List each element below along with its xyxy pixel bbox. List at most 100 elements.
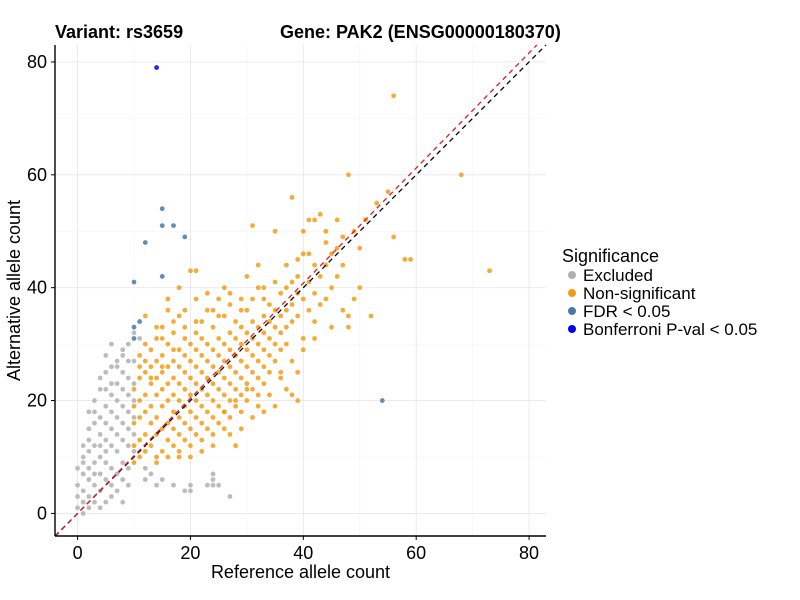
point-non-significant	[255, 403, 261, 409]
point-non-significant	[244, 273, 250, 279]
point-excluded	[92, 499, 97, 505]
point-non-significant	[176, 364, 182, 370]
point-non-significant	[131, 420, 137, 426]
point-non-significant	[278, 290, 284, 296]
point-non-significant	[346, 172, 351, 178]
point-excluded	[103, 386, 109, 392]
point-non-significant	[272, 228, 278, 234]
point-non-significant	[171, 409, 176, 415]
point-non-significant	[227, 415, 233, 420]
point-non-significant	[300, 251, 306, 257]
point-non-significant	[188, 426, 193, 432]
y-tick-label: 40	[27, 278, 47, 298]
point-non-significant	[159, 353, 165, 358]
point-non-significant	[261, 313, 267, 319]
point-non-significant	[351, 296, 357, 302]
point-non-significant	[193, 296, 199, 302]
point-non-significant	[267, 392, 272, 398]
x-tick-label: 80	[519, 543, 539, 563]
legend-title: Significance	[562, 246, 659, 266]
point-excluded	[188, 482, 193, 488]
point-excluded	[114, 488, 120, 494]
point-excluded	[75, 494, 80, 499]
point-excluded	[120, 403, 126, 409]
chart-title-gene: Gene: PAK2 (ENSG00000180370)	[280, 22, 561, 42]
point-non-significant	[216, 296, 222, 302]
point-non-significant	[199, 369, 205, 375]
point-non-significant	[283, 341, 289, 347]
point-excluded	[97, 415, 103, 420]
point-non-significant	[278, 330, 284, 336]
point-excluded	[97, 454, 103, 460]
point-non-significant	[238, 358, 244, 364]
point-non-significant	[255, 285, 261, 291]
point-non-significant	[374, 200, 380, 206]
point-non-significant	[154, 392, 159, 398]
point-excluded	[131, 448, 137, 454]
point-non-significant	[300, 347, 306, 353]
point-non-significant	[142, 432, 148, 437]
point-excluded	[125, 392, 131, 398]
point-non-significant	[148, 364, 154, 370]
point-non-significant	[267, 336, 272, 341]
point-non-significant	[278, 375, 284, 381]
point-excluded	[154, 482, 159, 488]
point-excluded	[103, 353, 109, 358]
point-non-significant	[216, 403, 222, 409]
point-excluded	[86, 437, 92, 443]
point-non-significant	[250, 223, 255, 228]
point-non-significant	[137, 353, 143, 358]
point-non-significant	[204, 409, 210, 415]
point-excluded	[114, 364, 120, 370]
point-excluded	[210, 477, 216, 482]
point-non-significant	[221, 409, 227, 415]
y-tick-label: 20	[27, 391, 47, 411]
point-non-significant	[408, 257, 413, 262]
point-non-significant	[278, 369, 284, 375]
point-non-significant	[193, 432, 199, 437]
point-non-significant	[317, 273, 323, 279]
point-non-significant	[312, 319, 318, 324]
point-excluded	[103, 437, 109, 443]
point-non-significant	[193, 268, 199, 274]
point-non-significant	[267, 369, 272, 375]
point-non-significant	[317, 211, 323, 217]
legend-label: Bonferroni P-val < 0.05	[583, 320, 757, 339]
point-non-significant	[272, 341, 278, 347]
point-non-significant	[188, 341, 193, 347]
point-non-significant	[131, 443, 137, 449]
plot-area: 0 20 40 60 80 0 20 40 60 80	[27, 44, 547, 563]
point-non-significant	[148, 381, 154, 387]
point-non-significant	[154, 336, 159, 341]
point-non-significant	[227, 432, 233, 437]
point-non-significant	[182, 324, 188, 330]
point-non-significant	[227, 381, 233, 387]
point-non-significant	[233, 319, 238, 324]
point-non-significant	[300, 336, 306, 341]
point-excluded	[80, 460, 86, 466]
point-excluded	[109, 465, 114, 471]
point-excluded	[86, 465, 92, 471]
point-non-significant	[300, 296, 306, 302]
point-non-significant	[171, 426, 176, 432]
point-excluded	[125, 341, 131, 347]
y-axis-label: Alternative allele count	[4, 200, 24, 381]
point-non-significant	[176, 313, 182, 319]
point-non-significant	[300, 228, 306, 234]
point-non-significant	[154, 324, 159, 330]
point-non-significant	[391, 234, 397, 240]
point-excluded	[92, 420, 97, 426]
point-non-significant	[182, 437, 188, 443]
point-non-significant	[221, 392, 227, 398]
point-non-significant	[193, 381, 199, 387]
point-non-significant	[182, 386, 188, 392]
point-non-significant	[227, 302, 233, 308]
point-non-significant	[204, 426, 210, 432]
point-non-significant	[182, 307, 188, 313]
point-excluded	[131, 398, 137, 403]
point-non-significant	[148, 347, 154, 353]
point-excluded	[97, 471, 103, 477]
point-excluded	[97, 432, 103, 437]
point-non-significant	[148, 375, 154, 381]
point-non-significant	[255, 358, 261, 364]
